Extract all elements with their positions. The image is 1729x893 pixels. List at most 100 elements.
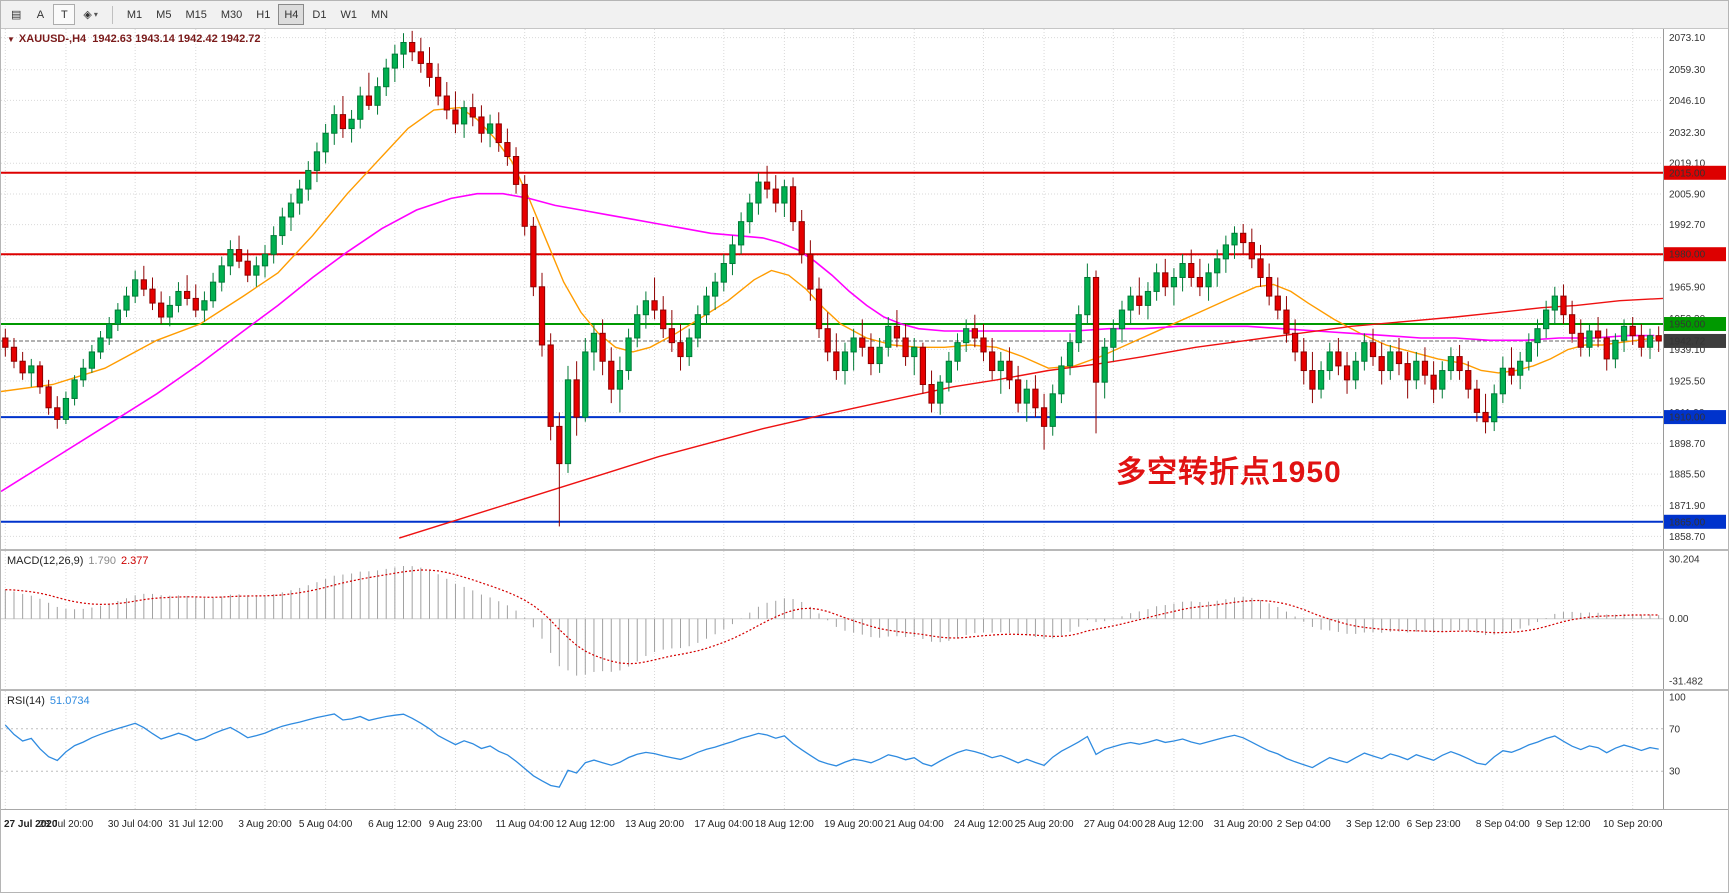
ma-slow-line xyxy=(398,297,1664,539)
timeframe-mn-button[interactable]: MN xyxy=(365,4,394,25)
price-badge-label: 1950.00 xyxy=(1669,320,1706,331)
timeframe-h4-button[interactable]: H4 xyxy=(278,4,305,25)
timeframe-m5-button[interactable]: M5 xyxy=(150,4,177,25)
chart-annotation-text[interactable]: 多空转折点1950 xyxy=(1116,456,1342,489)
time-axis-label: 5 Aug 04:00 xyxy=(298,819,353,830)
text-label-icon: A xyxy=(36,8,45,21)
macd-signal-line xyxy=(5,569,1659,665)
price-tick-label: 1871.90 xyxy=(1669,501,1706,512)
price-badge xyxy=(1664,333,1726,348)
text-box-tool-button[interactable]: T xyxy=(53,4,76,25)
grid-layer xyxy=(1,29,1663,549)
macd-canvas[interactable]: 30.204 0.00 -31.482 xyxy=(1,551,1729,689)
time-axis-label: 28 Jul 20:00 xyxy=(38,819,94,830)
time-axis-label: 24 Aug 12:00 xyxy=(954,819,1013,830)
timeframe-w1-button[interactable]: W1 xyxy=(334,4,363,25)
price-tick-label: 1939.10 xyxy=(1669,345,1706,356)
macd-axis-label: -31.482 xyxy=(1669,677,1703,688)
price-tick-label: 1925.50 xyxy=(1669,377,1706,388)
rsi-axis-label: 100 xyxy=(1669,693,1686,704)
time-axis[interactable]: 27 Jul 2020 28 Jul 20:00 30 Jul 04:00 31 Ju… xyxy=(1,809,1728,844)
time-axis-label: 6 Aug 12:00 xyxy=(368,819,422,830)
macd-title: MACD(12,26,9) xyxy=(7,555,84,567)
time-axis-label: 31 Aug 20:00 xyxy=(1213,819,1273,830)
macd-label: MACD(12,26,9) 1.790 2.377 xyxy=(7,555,148,567)
chart-menu-icon[interactable]: ▼ xyxy=(7,35,15,44)
time-axis-label: 13 Aug 20:00 xyxy=(625,819,685,830)
timeframe-m15-button[interactable]: M15 xyxy=(179,4,212,25)
time-axis-label: 3 Sep 12:00 xyxy=(1346,819,1400,830)
time-axis-label: 12 Aug 12:00 xyxy=(555,819,615,830)
time-axis-label: 9 Aug 23:00 xyxy=(428,819,483,830)
rsi-line xyxy=(4,713,1659,788)
price-tick-label: 2046.10 xyxy=(1669,96,1706,107)
price-badge-label: 2015.00 xyxy=(1669,168,1706,179)
price-badge xyxy=(1664,165,1726,180)
price-badge-label: 1865.00 xyxy=(1669,517,1706,528)
time-axis-label: 28 Aug 12:00 xyxy=(1144,819,1204,830)
price-badge-label: 1980.00 xyxy=(1669,250,1706,261)
macd-histogram xyxy=(4,565,1660,676)
chart-header: ▼ XAUUSD-,H4 1942.63 1943.14 1942.42 1942… xyxy=(7,33,261,45)
price-tick-label: 2073.10 xyxy=(1669,33,1706,44)
rsi-canvas[interactable]: 100 70 30 xyxy=(1,691,1729,809)
time-axis-label: 31 Jul 12:00 xyxy=(168,819,224,830)
toolbar: ▤ A T ◈ ▾ M1 M5 M15 M30 H1 H4 D1 W1 MN xyxy=(1,1,1728,29)
macd-value-signal: 2.377 xyxy=(120,555,149,567)
price-tick-label: 1885.50 xyxy=(1669,470,1706,481)
templates-icon-button[interactable]: ▤ xyxy=(5,4,27,25)
rsi-value: 51.0734 xyxy=(49,695,90,707)
timeframe-m1-button[interactable]: M1 xyxy=(121,4,148,25)
price-badge xyxy=(1664,317,1726,332)
price-badge-label: 1942.72 xyxy=(1669,336,1706,347)
price-badge xyxy=(1664,410,1726,425)
panel-splitter-2[interactable] xyxy=(1,689,1728,691)
main-chart-canvas[interactable]: 2073.10 2059.30 2046.10 2032.30 2019.10 2005.… xyxy=(1,29,1729,549)
main-chart-panel[interactable]: 2073.10 2059.30 2046.10 2032.30 2019.10 2005.… xyxy=(1,29,1729,549)
text-label-tool-button[interactable]: A xyxy=(29,4,51,25)
macd-panel[interactable]: 30.204 0.00 -31.482 MACD(12,26,9) 1.790 2.37… xyxy=(1,551,1729,689)
timeframe-d1-button[interactable]: D1 xyxy=(306,4,332,25)
panel-splitter[interactable] xyxy=(1,549,1728,551)
timeframe-h1-button[interactable]: H1 xyxy=(250,4,276,25)
time-axis-label: 18 Aug 12:00 xyxy=(754,819,814,830)
chevron-down-icon: ▾ xyxy=(93,10,98,19)
price-tick-label: 1858.70 xyxy=(1669,532,1706,543)
price-tick-label: 2005.90 xyxy=(1669,189,1706,200)
timeframe-m30-button[interactable]: M30 xyxy=(215,4,248,25)
rsi-label: RSI(14) 51.0734 xyxy=(7,695,90,707)
ma-fast-line xyxy=(1,106,1655,393)
rsi-panel[interactable]: 100 70 30 RSI(14) 51.0734 xyxy=(1,691,1729,809)
text-box-icon: T xyxy=(61,8,68,21)
price-tick-label: 2059.30 xyxy=(1669,65,1706,76)
price-tick-label: 1898.70 xyxy=(1669,439,1706,450)
time-axis-label: 3 Aug 20:00 xyxy=(238,819,292,830)
price-badge xyxy=(1664,514,1726,529)
candles-layer xyxy=(2,30,1662,527)
time-axis-label: 2 Sep 04:00 xyxy=(1276,819,1331,830)
chart-ohlc-values: 1942.63 1943.14 1942.42 1942.72 xyxy=(92,33,261,45)
time-axis-label: 10 Sep 20:00 xyxy=(1602,819,1663,830)
time-axis-label: 9 Sep 12:00 xyxy=(1536,819,1591,830)
time-axis-label: 6 Sep 23:00 xyxy=(1406,819,1461,830)
rsi-title: RSI(14) xyxy=(7,695,45,707)
templates-icon: ▤ xyxy=(11,9,22,21)
time-axis-label: 17 Aug 04:00 xyxy=(694,819,754,830)
toolbar-separator xyxy=(111,5,113,24)
shapes-dropdown-button[interactable]: ◈ ▾ xyxy=(77,4,103,25)
price-badge xyxy=(1664,247,1726,262)
time-axis-label: 11 Aug 04:00 xyxy=(495,819,554,830)
time-axis-label: 25 Aug 20:00 xyxy=(1014,819,1074,830)
shapes-icon: ◈ xyxy=(83,9,92,21)
macd-value-main: 1.790 xyxy=(88,555,116,567)
price-tick-label: 1965.90 xyxy=(1669,283,1706,294)
macd-axis-label: 0.00 xyxy=(1669,614,1689,625)
chart-symbol: XAUUSD-,H4 xyxy=(18,33,87,45)
price-tick-label: 2032.30 xyxy=(1669,128,1706,139)
time-axis-label: 8 Sep 04:00 xyxy=(1475,819,1530,830)
rsi-axis-label: 30 xyxy=(1669,767,1681,778)
rsi-axis-label: 70 xyxy=(1669,724,1681,735)
time-axis-label: 19 Aug 20:00 xyxy=(824,819,884,830)
macd-axis-label: 30.204 xyxy=(1669,555,1700,566)
